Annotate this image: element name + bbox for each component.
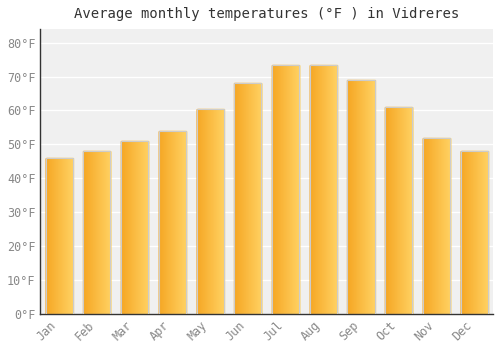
Bar: [84, 151, 110, 314]
Bar: [234, 83, 262, 314]
Bar: [159, 131, 186, 314]
Title: Average monthly temperatures (°F ) in Vidreres: Average monthly temperatures (°F ) in Vi…: [74, 7, 460, 21]
Bar: [272, 65, 299, 314]
Bar: [423, 138, 450, 314]
Bar: [121, 141, 148, 314]
Bar: [385, 107, 412, 314]
Bar: [348, 80, 374, 314]
Bar: [460, 151, 488, 314]
Bar: [310, 65, 337, 314]
Bar: [46, 158, 73, 314]
Bar: [196, 109, 224, 314]
